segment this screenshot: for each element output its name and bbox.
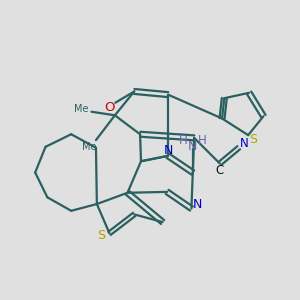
Text: N: N xyxy=(240,137,248,150)
Text: C: C xyxy=(216,164,224,177)
Text: N: N xyxy=(193,197,202,211)
Text: H: H xyxy=(198,134,207,148)
Text: N: N xyxy=(163,144,173,157)
Text: Me: Me xyxy=(82,142,97,152)
Text: O: O xyxy=(105,101,115,114)
Text: Me: Me xyxy=(74,104,89,115)
Text: H: H xyxy=(178,134,187,148)
Text: S: S xyxy=(250,133,258,146)
Text: S: S xyxy=(98,229,105,242)
Text: N: N xyxy=(188,140,197,153)
